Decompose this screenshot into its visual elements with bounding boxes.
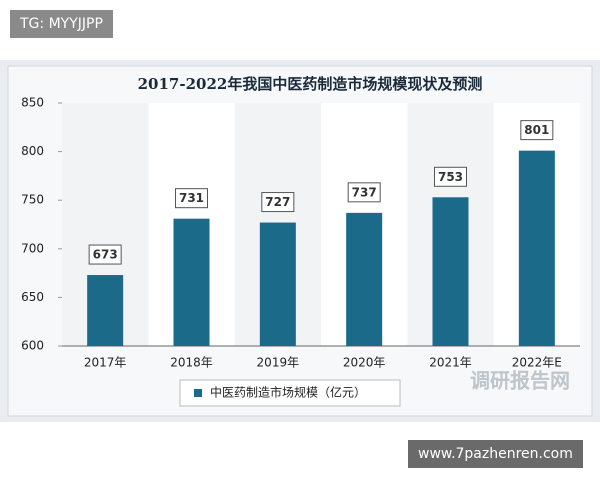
y-tick-label: 700 <box>21 241 44 255</box>
legend-label: 中医药制造市场规模（亿元） <box>210 385 366 400</box>
top-label: TG: MYYJJPP <box>10 10 113 38</box>
chart-panel <box>7 65 593 417</box>
bar <box>346 212 383 346</box>
chart-title: 2017-2022年我国中医药制造市场规模现状及预测 <box>138 75 483 93</box>
footer-label: www.7pazhenren.com <box>408 440 583 468</box>
y-tick-label: 650 <box>21 290 44 304</box>
y-tick-label: 850 <box>21 96 44 110</box>
value-label: 731 <box>179 191 204 205</box>
value-label-box <box>175 188 208 209</box>
plot-area <box>62 103 580 346</box>
x-tick-label: 2020年 <box>343 356 386 370</box>
value-label: 737 <box>352 185 377 199</box>
value-label: 753 <box>438 170 463 184</box>
bar <box>432 197 469 346</box>
x-tick-label: 2021年 <box>429 356 472 370</box>
x-tick-label: 2019年 <box>257 356 300 370</box>
legend-swatch <box>194 389 202 397</box>
value-label-box <box>88 244 122 265</box>
bar <box>518 150 555 346</box>
value-label: 801 <box>524 123 549 137</box>
plot-stripe <box>407 103 494 346</box>
legend-box <box>179 379 401 407</box>
x-tick-label: 2017年 <box>84 356 127 370</box>
value-label: 727 <box>265 195 290 209</box>
watermark: 调研报告网 <box>470 369 570 393</box>
plot-stripe <box>234 103 321 346</box>
plot-stripe <box>62 103 149 346</box>
value-label-box <box>261 192 295 213</box>
y-tick-label: 600 <box>21 339 44 353</box>
x-tick-label: 2018年 <box>170 356 213 370</box>
bar <box>87 275 124 346</box>
y-tick-label: 800 <box>21 144 44 158</box>
x-tick-label: 2022年E <box>512 356 562 370</box>
y-tick-label: 750 <box>21 193 44 207</box>
value-label: 673 <box>93 248 118 262</box>
chart-card <box>0 60 600 422</box>
bar <box>259 222 296 346</box>
value-label-box <box>434 166 467 187</box>
value-label-box <box>520 120 554 141</box>
bar <box>173 218 210 346</box>
value-label-box <box>347 182 381 203</box>
